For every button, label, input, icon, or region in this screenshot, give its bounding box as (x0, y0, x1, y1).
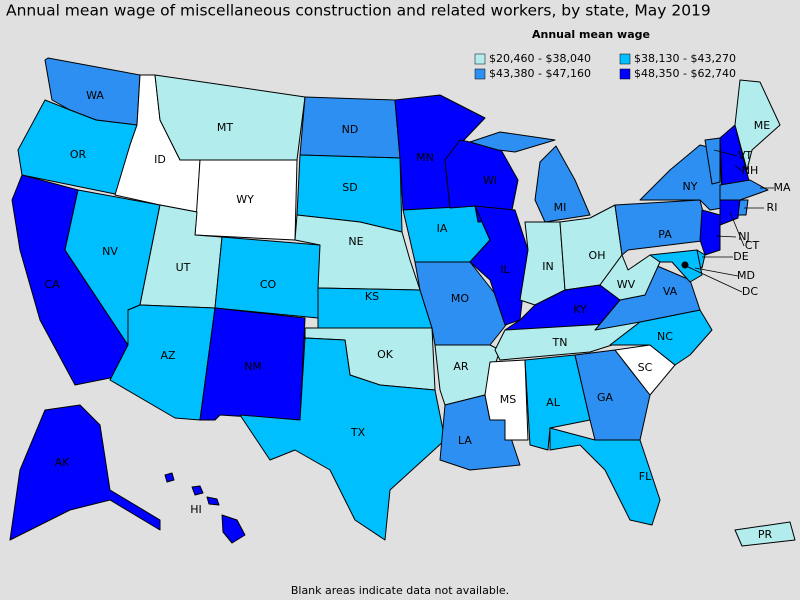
state-label: KY (573, 303, 587, 316)
leader-line (715, 235, 737, 238)
state-label: PR (758, 528, 773, 541)
state-label: AK (55, 456, 71, 469)
state-label: WY (236, 193, 254, 206)
state (534, 145, 591, 223)
state-label: PA (658, 228, 672, 241)
state-label: MA (773, 181, 790, 194)
state-label: NH (742, 164, 759, 177)
state-label: OH (589, 249, 606, 262)
state-label: ND (342, 123, 359, 136)
legend-swatch (619, 53, 631, 65)
state (469, 205, 529, 326)
state-label: NJ (738, 230, 749, 243)
state-label: RI (767, 201, 778, 214)
legend-label: $38,130 - $43,270 (634, 52, 736, 65)
state (649, 249, 703, 283)
state-label: DE (733, 250, 748, 263)
leader-line (729, 211, 745, 247)
state (681, 261, 689, 269)
state-label: IN (542, 260, 553, 273)
state-label: NE (348, 235, 363, 248)
state-label: MD (737, 269, 755, 282)
state (199, 307, 306, 421)
state-label: AR (453, 360, 469, 373)
state (191, 485, 204, 496)
states (9, 57, 796, 547)
leader-line (685, 265, 743, 293)
state-label: NM (244, 360, 262, 373)
leader-line (694, 267, 739, 277)
state (549, 427, 661, 526)
state-label: IA (437, 222, 448, 235)
map-title: Annual mean wage of miscellaneous constr… (6, 2, 711, 20)
state-label: HI (190, 503, 202, 516)
state (221, 514, 246, 544)
state-label: TX (350, 426, 366, 439)
state-label: KS (365, 290, 379, 303)
legend-label: $48,350 - $62,740 (634, 67, 736, 80)
state-label: WA (86, 89, 104, 102)
state-label: UT (176, 261, 191, 274)
legend-label: $43,380 - $47,160 (489, 67, 591, 80)
state-label: MS (500, 393, 516, 406)
state-label: ME (754, 119, 770, 132)
state (9, 404, 161, 541)
legend-label: $20,460 - $38,040 (489, 52, 591, 65)
state-label: TN (552, 336, 568, 349)
state-label: LA (458, 434, 472, 447)
state-label: WV (617, 278, 636, 291)
state-label: FL (639, 470, 652, 483)
state-label: CT (745, 239, 760, 252)
state-label: NY (683, 180, 698, 193)
legend-title: Annual mean wage (532, 28, 650, 41)
state-labels: WA OR CA NV ID MT WY UT CO AZ NM ND SD NE KS OK TX MN IA MO… (44, 89, 791, 541)
footnote: Blank areas indicate data not available. (291, 584, 509, 597)
state-label: MO (451, 292, 469, 305)
state-label: OR (70, 148, 87, 161)
state (737, 199, 749, 216)
state (206, 496, 220, 506)
state-label: SC (638, 361, 653, 374)
state-label: VT (738, 149, 753, 162)
state-label: CA (44, 278, 60, 291)
state-label: DC (742, 285, 758, 298)
state-label: NC (657, 330, 673, 343)
state (469, 131, 556, 153)
state-label: AZ (160, 349, 176, 362)
state-label: ID (154, 153, 166, 166)
state-label: SD (342, 181, 357, 194)
state-label: VA (663, 285, 678, 298)
leader-line (734, 164, 743, 172)
state-label: OK (377, 348, 394, 361)
state (239, 337, 446, 541)
state (734, 521, 796, 547)
state (719, 179, 769, 201)
leader-line (713, 149, 738, 157)
legend-swatch (474, 53, 486, 65)
state-label: GA (597, 391, 614, 404)
state-label: AL (546, 396, 561, 409)
state (614, 199, 711, 256)
state (164, 472, 175, 483)
state-label: NV (102, 245, 118, 258)
legend-swatch (619, 68, 631, 80)
state-label: MT (217, 121, 233, 134)
state-label: WI (483, 174, 497, 187)
state (699, 209, 721, 256)
state-label: MI (554, 201, 567, 214)
state (704, 137, 721, 185)
legend-swatch (474, 68, 486, 80)
state-label: MN (416, 151, 434, 164)
state-label: CO (260, 278, 277, 291)
state (734, 79, 781, 171)
state-label: IL (500, 263, 510, 276)
